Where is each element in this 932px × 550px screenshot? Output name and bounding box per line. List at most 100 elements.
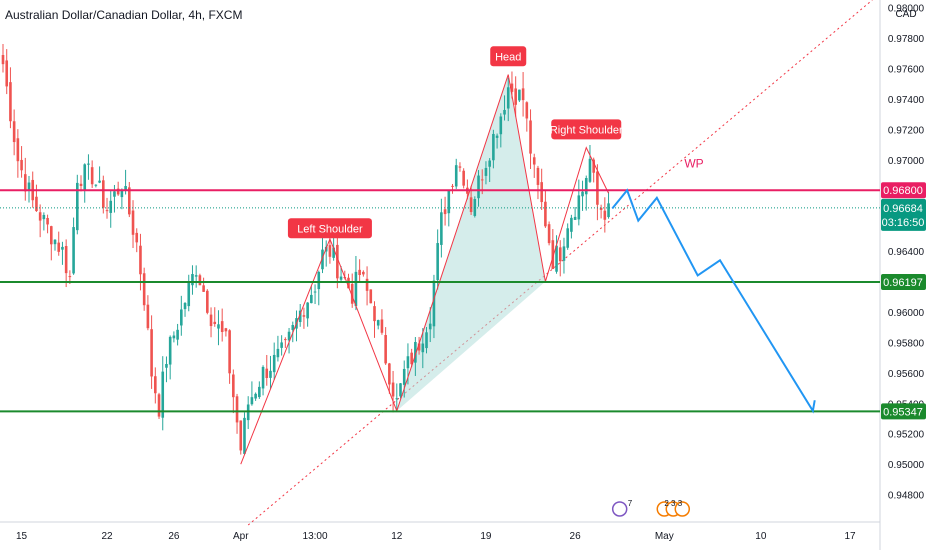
left-shoulder-badge bbox=[287, 218, 372, 239]
candle-body bbox=[191, 274, 194, 286]
candle-body bbox=[380, 319, 384, 333]
x-tick-label: 10 bbox=[755, 531, 767, 542]
candle-body bbox=[23, 174, 27, 192]
candle-body bbox=[79, 183, 83, 186]
candle-body bbox=[269, 370, 272, 378]
candle-body bbox=[573, 216, 577, 220]
y-tick-label: 0.97000 bbox=[888, 156, 925, 167]
candle-body bbox=[176, 329, 179, 340]
candle-body bbox=[436, 243, 439, 281]
resistance-price-box bbox=[881, 182, 926, 199]
candle-body bbox=[68, 276, 72, 278]
support-lower-price-label: 0.95347 bbox=[883, 406, 923, 418]
trendline bbox=[247, 0, 873, 526]
candle-body bbox=[521, 88, 525, 101]
y-tick-label: 0.95800 bbox=[888, 338, 925, 349]
x-tick-label: 17 bbox=[844, 531, 856, 542]
candle-body bbox=[53, 239, 57, 245]
candle-body bbox=[124, 186, 127, 190]
candle-body bbox=[454, 165, 458, 187]
candle-body bbox=[447, 190, 451, 214]
candle-body bbox=[298, 310, 302, 323]
candle-body bbox=[428, 323, 432, 330]
candle-body bbox=[57, 242, 61, 252]
candle-body bbox=[213, 321, 217, 325]
candle-body bbox=[38, 212, 42, 221]
chart-title: Australian Dollar/Canadian Dollar, 4h, F… bbox=[5, 8, 243, 22]
candle-body bbox=[105, 210, 109, 212]
candle-body bbox=[261, 366, 265, 389]
candle-body bbox=[477, 175, 480, 199]
candle-body bbox=[165, 364, 168, 368]
candle-body bbox=[395, 398, 399, 400]
y-tick-label: 0.96000 bbox=[888, 308, 925, 319]
candle-body bbox=[529, 120, 532, 154]
candle-body bbox=[499, 116, 503, 135]
candle-body bbox=[510, 83, 514, 92]
candle-body bbox=[120, 190, 124, 198]
candle-body bbox=[272, 354, 276, 373]
pattern-fill bbox=[396, 74, 546, 411]
candle-body bbox=[532, 157, 536, 165]
candle-body bbox=[451, 185, 454, 187]
candle-body bbox=[480, 179, 484, 181]
candle-body bbox=[217, 324, 220, 329]
candle-body bbox=[224, 328, 228, 332]
candle-body bbox=[317, 271, 321, 290]
candle-body bbox=[462, 170, 465, 186]
candle-body bbox=[64, 246, 68, 274]
candle-body bbox=[87, 163, 90, 165]
event-flag-icon[interactable] bbox=[611, 501, 628, 517]
candle-body bbox=[588, 158, 592, 182]
candle-body bbox=[139, 245, 142, 275]
candle-body bbox=[172, 335, 176, 339]
candle-body bbox=[109, 200, 113, 213]
candle-body bbox=[440, 212, 443, 245]
candle-body bbox=[146, 304, 150, 329]
candle-body bbox=[525, 102, 529, 119]
head-label: Head bbox=[495, 51, 521, 63]
event-badge-icon[interactable] bbox=[674, 501, 691, 517]
candle-body bbox=[20, 159, 23, 171]
support-upper-price-box bbox=[881, 274, 926, 291]
candle-body bbox=[254, 393, 257, 399]
candle-body bbox=[425, 332, 428, 349]
candle-body bbox=[49, 226, 53, 245]
candle-body bbox=[90, 167, 94, 185]
right-shoulder-label: Right Shoulder bbox=[550, 124, 623, 136]
candle-body bbox=[76, 182, 79, 231]
y-tick-label: 0.94800 bbox=[888, 491, 925, 502]
x-tick-label: Apr bbox=[233, 531, 249, 542]
candle-body bbox=[332, 247, 335, 258]
candle-body bbox=[187, 282, 191, 307]
candle-body bbox=[607, 203, 610, 218]
candle-body bbox=[399, 383, 402, 397]
candle-body bbox=[42, 214, 46, 220]
candle-body bbox=[369, 289, 373, 304]
x-tick-label: 13:00 bbox=[303, 531, 328, 542]
candle-body bbox=[232, 374, 235, 398]
candle-body bbox=[599, 207, 603, 210]
candle-body bbox=[128, 187, 131, 215]
candle-body bbox=[581, 191, 584, 197]
candle-body bbox=[12, 121, 16, 143]
candle-body bbox=[402, 368, 406, 385]
candle-body bbox=[313, 291, 317, 293]
candle-body bbox=[284, 339, 287, 341]
right-shoulder-badge bbox=[551, 119, 622, 140]
y-tick-label: 0.97200 bbox=[888, 125, 925, 136]
candle-body bbox=[265, 368, 269, 379]
candle-body bbox=[596, 171, 599, 205]
candle-body bbox=[180, 309, 183, 326]
x-tick-label: 15 bbox=[16, 531, 28, 542]
candle-body bbox=[250, 397, 254, 405]
candle-body bbox=[518, 89, 521, 101]
candle-body bbox=[417, 343, 421, 351]
candle-body bbox=[102, 180, 105, 208]
candle-body bbox=[220, 321, 224, 332]
candle-body bbox=[347, 277, 350, 289]
countdown-label: 03:16:50 bbox=[882, 217, 925, 229]
candle-body bbox=[258, 386, 261, 398]
candle-body bbox=[536, 167, 540, 185]
